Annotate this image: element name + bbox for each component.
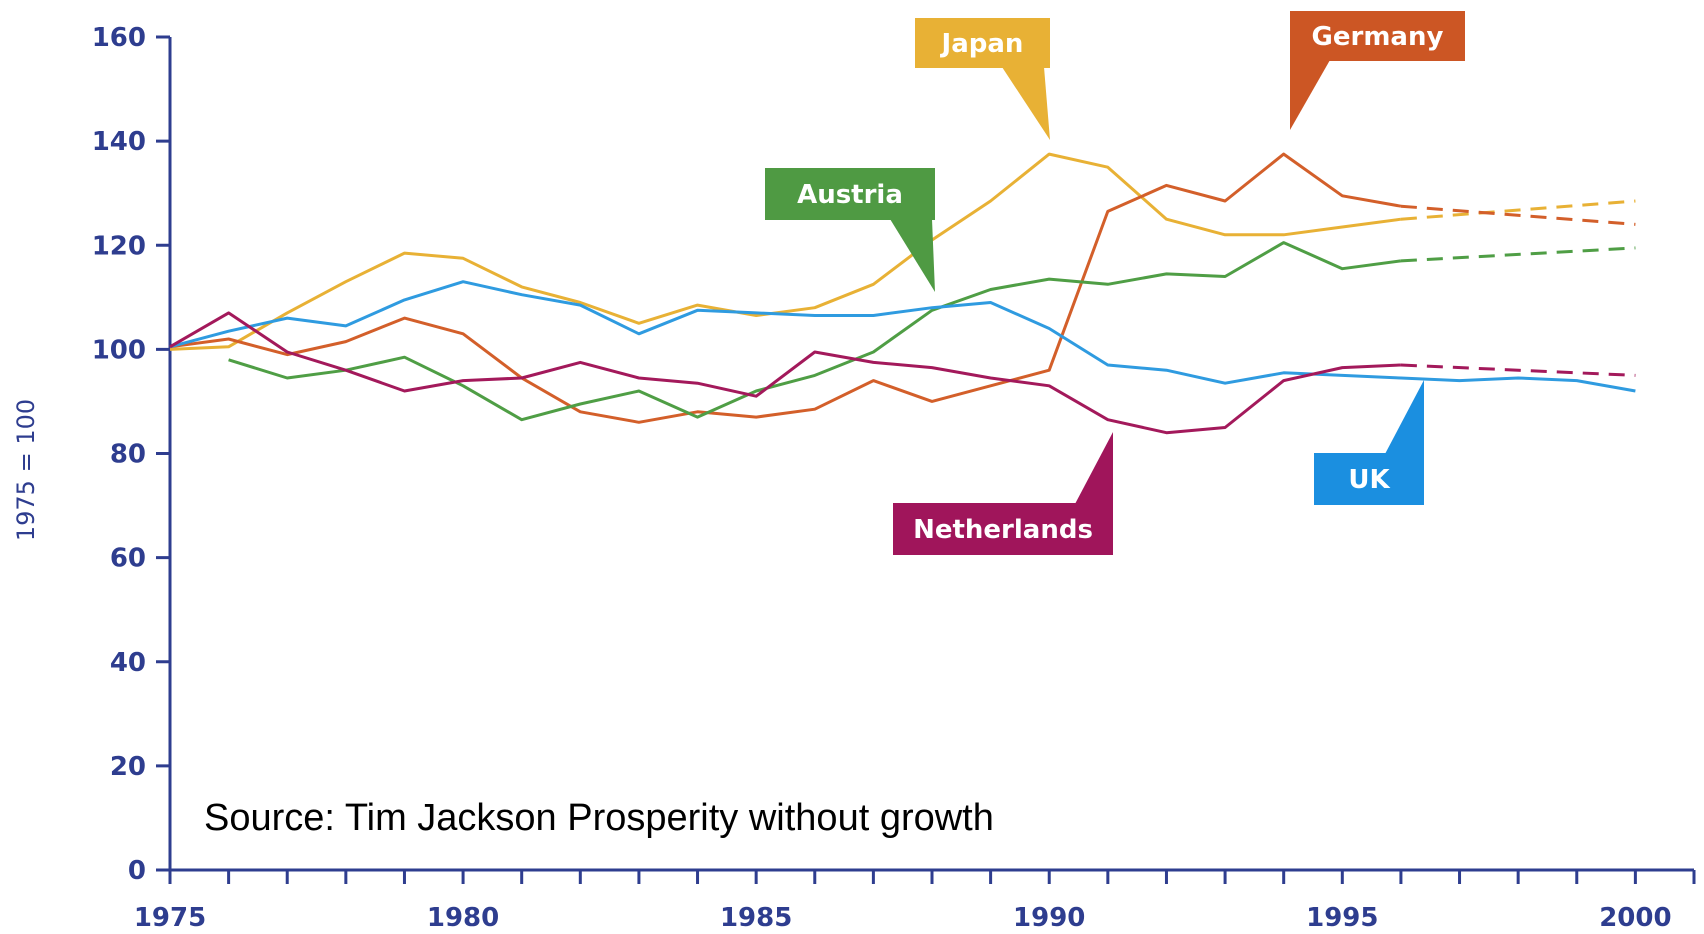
x-tick-label: 2000: [1599, 903, 1671, 933]
series-line-germany: [169, 152, 1402, 424]
axes: 0 20 40 60 80 100 120 140 160 1975 1980 1985 1990 199…: [92, 23, 1696, 933]
series-projection-japan: [1400, 199, 1636, 221]
x-tick-label: 1975: [134, 903, 206, 933]
y-tick-label: 60: [110, 544, 146, 574]
x-tick-label: 1995: [1306, 903, 1378, 933]
callout-pointer-netherlands: [1075, 432, 1113, 504]
series-label-japan: Japan: [940, 29, 1024, 59]
callout-box-netherlands: [893, 503, 1113, 555]
series-projection-austria: [1400, 246, 1636, 263]
series-callouts: Japan Germany Austria UK Netherlands: [765, 11, 1465, 555]
callout-box-austria: [765, 168, 935, 220]
y-axis-title: 1975 = 100: [12, 399, 40, 541]
callout-pointer-germany: [1290, 60, 1330, 130]
callout-pointer-uk: [1385, 380, 1424, 454]
series-label-austria: Austria: [797, 180, 903, 210]
y-tick-label: 140: [92, 127, 146, 157]
series-line-austria: [228, 241, 1402, 422]
series-projection-germany: [1400, 204, 1636, 226]
y-tick-label: 120: [92, 231, 146, 261]
series-line-netherlands: [169, 311, 1401, 435]
x-tick-label: 1985: [720, 903, 792, 933]
y-tick-label: 80: [110, 440, 146, 470]
y-tick-label: 40: [110, 648, 146, 678]
series-label-uk: UK: [1348, 465, 1390, 495]
callout-box-uk: [1314, 453, 1424, 505]
callout-uk: UK: [1314, 380, 1424, 505]
callout-pointer-japan: [1002, 67, 1050, 140]
series-line-japan: [169, 152, 1402, 351]
series-lines: [169, 152, 1636, 435]
callout-box-germany: [1290, 11, 1465, 61]
y-tick-label: 0: [128, 856, 146, 886]
callout-box-japan: [915, 18, 1050, 68]
series-label-netherlands: Netherlands: [913, 515, 1093, 545]
callout-netherlands: Netherlands: [893, 432, 1113, 555]
y-tick-label: 20: [110, 752, 146, 782]
callout-pointer-austria: [890, 219, 935, 292]
series-line-uk: [169, 280, 1636, 393]
series-projection-netherlands: [1400, 363, 1636, 377]
y-tick-label: 100: [92, 335, 146, 365]
callout-austria: Austria: [765, 168, 935, 292]
callout-germany: Germany: [1290, 11, 1465, 130]
source-annotation: Source: Tim Jackson Prosperity without g…: [204, 797, 994, 839]
series-label-germany: Germany: [1312, 22, 1444, 52]
callout-japan: Japan: [915, 18, 1050, 140]
x-tick-label: 1990: [1013, 903, 1085, 933]
x-tick-label: 1980: [427, 903, 499, 933]
y-tick-label: 160: [92, 23, 146, 53]
